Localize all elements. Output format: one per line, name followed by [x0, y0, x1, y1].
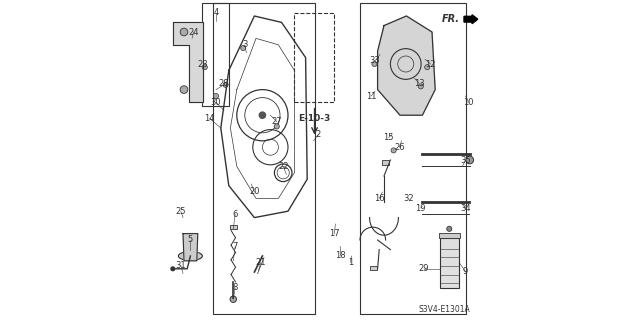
Text: 4: 4	[213, 8, 219, 17]
Text: 17: 17	[329, 229, 340, 238]
Text: 16: 16	[374, 194, 385, 203]
Bar	[383, 160, 389, 165]
Text: 15: 15	[383, 133, 394, 142]
Bar	[360, 3, 466, 314]
Text: 10: 10	[463, 98, 474, 107]
Bar	[230, 225, 237, 229]
Circle shape	[466, 156, 474, 164]
Text: 22: 22	[278, 162, 289, 171]
Text: 9: 9	[463, 268, 468, 276]
FancyArrow shape	[464, 15, 477, 24]
Circle shape	[180, 86, 188, 93]
Text: 33: 33	[370, 56, 380, 65]
Text: 21: 21	[255, 258, 266, 267]
Circle shape	[372, 61, 377, 67]
Bar	[294, 13, 334, 102]
Text: 18: 18	[335, 252, 346, 260]
Text: S3V4-E1301A: S3V4-E1301A	[419, 305, 470, 314]
Text: 34: 34	[460, 204, 471, 212]
Text: 26: 26	[394, 143, 404, 152]
Circle shape	[180, 28, 188, 36]
Circle shape	[259, 111, 266, 119]
Text: 1: 1	[348, 258, 353, 267]
Circle shape	[275, 124, 280, 129]
Circle shape	[230, 296, 237, 302]
Bar	[370, 266, 377, 270]
Circle shape	[214, 93, 219, 99]
Circle shape	[202, 65, 207, 70]
Text: 2: 2	[316, 130, 321, 139]
Text: 31: 31	[175, 261, 186, 270]
Text: 19: 19	[415, 204, 426, 212]
Polygon shape	[183, 234, 198, 261]
Text: 14: 14	[204, 114, 215, 123]
Circle shape	[241, 45, 246, 51]
Text: 25: 25	[175, 207, 186, 216]
Text: 27: 27	[271, 117, 282, 126]
Circle shape	[425, 65, 430, 70]
Text: 30: 30	[211, 98, 221, 107]
Circle shape	[223, 82, 228, 87]
Text: 3: 3	[242, 40, 248, 49]
Circle shape	[170, 266, 175, 271]
Polygon shape	[378, 16, 435, 115]
Polygon shape	[173, 22, 204, 102]
Text: 13: 13	[414, 79, 424, 88]
Circle shape	[391, 148, 396, 153]
Ellipse shape	[179, 252, 202, 260]
Bar	[212, 3, 315, 314]
Circle shape	[419, 84, 424, 89]
Bar	[440, 238, 458, 288]
Text: 6: 6	[232, 210, 238, 219]
Text: 12: 12	[425, 60, 436, 68]
Text: 24: 24	[188, 28, 199, 36]
Text: 32: 32	[404, 194, 414, 203]
Text: 7: 7	[232, 242, 238, 251]
Text: FR.: FR.	[442, 14, 460, 24]
Text: 23: 23	[198, 60, 209, 68]
Bar	[439, 233, 460, 238]
Text: 29: 29	[419, 264, 429, 273]
Text: 11: 11	[366, 92, 376, 100]
Text: 20: 20	[249, 188, 260, 196]
Text: 28: 28	[219, 79, 229, 88]
Text: 35: 35	[460, 156, 471, 164]
Bar	[202, 3, 229, 106]
Text: E-10-3: E-10-3	[298, 114, 331, 123]
Circle shape	[447, 226, 452, 231]
Text: 8: 8	[232, 284, 238, 292]
Text: 5: 5	[188, 236, 193, 244]
